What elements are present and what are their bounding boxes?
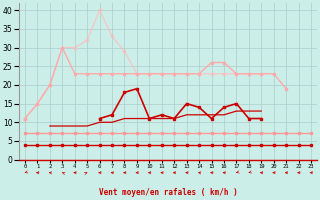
X-axis label: Vent moyen/en rafales ( km/h ): Vent moyen/en rafales ( km/h )	[99, 188, 237, 197]
